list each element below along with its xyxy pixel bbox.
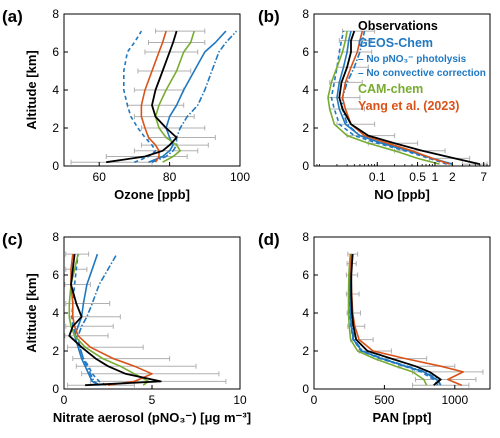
legend-entry: Observations [358,19,438,33]
y-tick-label: 4 [52,83,59,97]
x-tick-label: 0 [61,393,68,407]
series-line-yang [341,30,450,165]
series-line-geos_nophot [123,30,157,163]
legend-entry: GEOS-Chem [358,36,433,50]
y-tick-label: 0 [302,382,309,396]
y-tick-label: 2 [302,121,309,135]
x-axis-label: PAN [ppt] [373,410,432,425]
y-tick-label: 4 [302,306,309,320]
y-tick-label: 2 [302,344,309,358]
panel-3: (d) 0 500 1000 0 2 4 6 8 PAN [ppt] [258,230,491,425]
y-tick-label: 8 [52,7,59,21]
legend-entry: – No pNO₃⁻ photolysis [358,54,467,65]
y-tick-label: 4 [302,83,309,97]
x-axis-label: Ozone [ppb] [114,187,190,202]
panel-0: (a) 60 80 100 0 2 4 6 8 Ozone [ppb] Altitude [km] [2,7,250,202]
y-tick-label: 6 [302,45,309,59]
x-axis-label: NO [ppb] [374,187,430,202]
legend: Observations GEOS-Chem – No pNO₃⁻ photolys… [358,19,486,113]
panel-label: (a) [2,7,23,26]
y-tick-label: 0 [302,159,309,173]
panel-2: (c) 0 5 10 0 2 4 6 8 Nitrate aerosol (pNO₃⁻) [μg … [2,230,251,425]
series-line-cam [347,254,428,386]
series-line-obs [106,30,178,164]
x-tick-label: 0.5 [409,170,426,184]
x-tick-label: 80 [163,170,177,184]
x-tick-label: 0.1 [369,170,386,184]
series-line-geos_nophot [330,30,447,165]
series-line-obs [68,253,162,387]
y-tick-label: 0 [52,382,59,396]
series-line-geos [336,30,453,165]
legend-entry: – No convective correction [358,68,486,79]
y-tick-label: 4 [52,306,59,320]
y-axis-label: Altitude [km] [24,50,39,129]
series-line-geos_noconv [151,30,238,163]
y-tick-label: 8 [302,230,309,244]
series-line-geos [148,30,227,163]
series-line-geos_noconv [77,253,118,386]
series-line-obs [350,254,442,386]
x-tick-label: 0 [311,393,318,407]
y-tick-label: 6 [302,268,309,282]
x-tick-label: 100 [230,170,250,184]
series-line-yang [140,30,167,163]
x-tick-label: 7 [480,170,487,184]
y-tick-label: 6 [52,45,59,59]
legend-entry: Yang et al. (2023) [358,99,459,113]
x-tick-label: 5 [149,393,156,407]
panel-label: (b) [258,7,280,26]
series-line-geos_nophot [71,254,107,386]
panel-label: (d) [258,230,280,249]
x-tick-label: 1000 [441,393,468,407]
panel-label: (c) [2,230,23,249]
y-tick-label: 8 [302,7,309,21]
x-tick-label: 10 [233,393,247,407]
x-tick-label: 60 [93,170,107,184]
y-tick-label: 0 [52,159,59,173]
x-tick-label: 2 [449,170,456,184]
y-axis-label: Altitude [km] [24,273,39,352]
x-tick-label: 1 [432,170,439,184]
y-tick-label: 6 [52,268,59,282]
legend-entry: CAM-chem [358,82,423,96]
series-line-cam [154,30,195,163]
x-tick-label: 500 [374,393,394,407]
y-tick-label: 2 [52,121,59,135]
y-tick-label: 2 [52,344,59,358]
series-line-obs [338,30,480,165]
series-line-yang [70,254,153,386]
series-line-cam [327,30,440,165]
y-tick-label: 8 [52,230,59,244]
x-axis-label: Nitrate aerosol (pNO₃⁻) [μg m⁻³] [53,410,251,425]
